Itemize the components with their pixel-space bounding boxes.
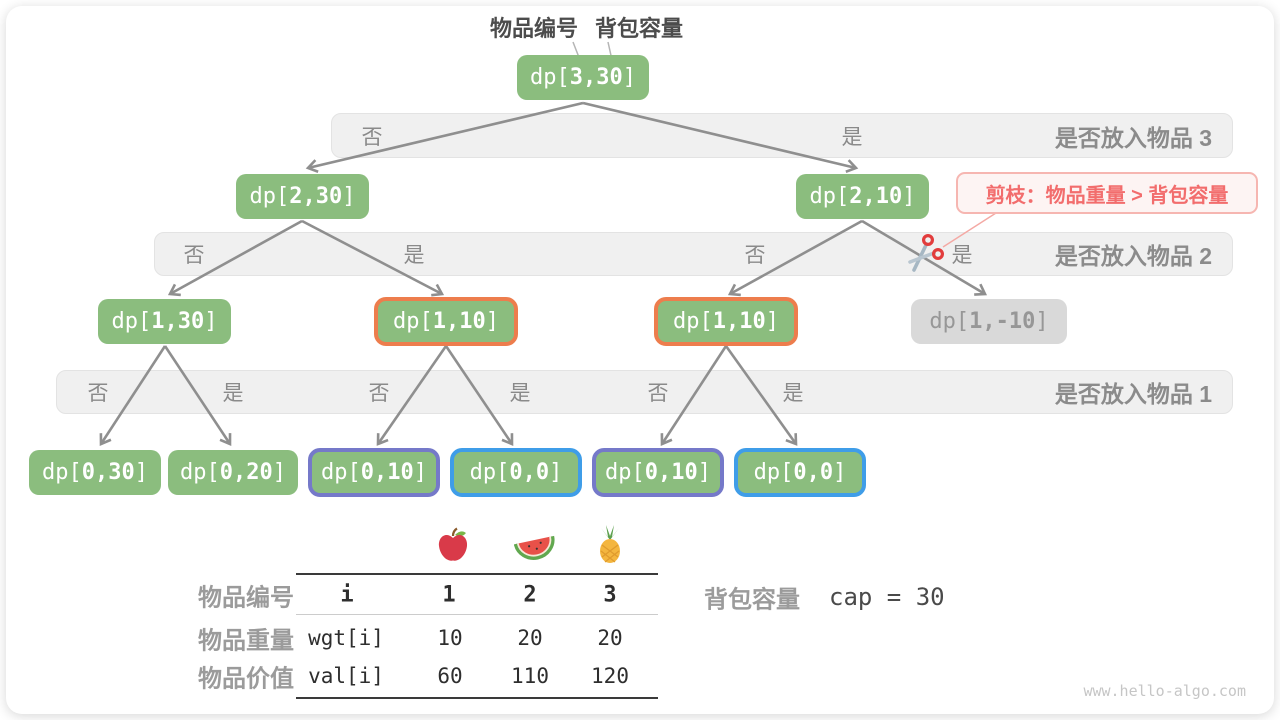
decision-band-item-2: 否 是 否 是 是否放入物品 2 [154,232,1233,276]
option-yes: 是 [841,125,863,149]
table-cell-wgt-name: wgt[i] [308,626,384,650]
table-rule-top [296,573,658,575]
option-no: 否 [368,382,390,405]
node-dp-1-30: dp[1,30] [98,299,231,344]
table-rule-mid [296,614,658,615]
watermark-url: www.hello-algo.com [1083,682,1246,700]
table-cell-val-3: 120 [591,664,629,688]
option-no: 否 [361,125,383,149]
table-cell-wgt-2: 20 [517,626,543,650]
diagram-card: 物品编号 背包容量 否 是 是否放入物品 3 否 是 否 是 是否放入物品 2 … [6,6,1274,714]
band-question: 是否放入物品 1 [1054,381,1212,407]
option-yes: 是 [222,382,244,405]
node-dp-2-10: dp[2,10] [796,174,929,219]
option-no: 否 [744,244,766,267]
node-dp-0-0-right: dp[0,0] [734,448,866,497]
table-row-label-value: 物品价值 [198,665,294,693]
capacity-pointer-label: 背包容量 [594,16,684,41]
option-no: 否 [87,382,109,405]
band-question: 是否放入物品 2 [1054,243,1212,269]
band-question: 是否放入物品 3 [1054,124,1212,151]
node-dp-0-10-right: dp[0,10] [592,448,724,497]
node-dp-0-30: dp[0,30] [29,450,161,495]
table-cell-wgt-1: 10 [437,626,463,650]
pineapple-icon [600,525,620,563]
node-dp-2-30: dp[2,30] [236,174,369,219]
node-dp-1-10-left: dp[1,10] [374,297,518,346]
decision-band-item-3: 否 是 是否放入物品 3 [331,113,1233,158]
item-number-pointer-label: 物品编号 [489,16,579,41]
table-row-label-weight: 物品重量 [198,627,294,655]
option-no: 否 [647,382,669,405]
capacity-value: cap = 30 [829,583,945,611]
option-yes: 是 [782,382,804,405]
table-rule-bottom [296,697,658,699]
capacity-label: 背包容量 [704,586,800,614]
table-header-2: 2 [523,582,537,608]
table-header-3: 3 [603,582,617,608]
option-yes: 是 [951,244,973,267]
table-header-1: 1 [442,582,456,608]
node-dp-0-0-left: dp[0,0] [450,448,582,497]
table-cell-val-name: val[i] [308,664,384,688]
node-dp-3-30: dp[3,30] [517,55,649,100]
option-no: 否 [183,244,205,267]
option-yes: 是 [403,244,425,267]
pruning-note: 剪枝：物品重量 > 背包容量 [956,172,1258,214]
watermelon-icon [514,535,555,560]
table-row-label-item-no: 物品编号 [198,584,294,612]
option-yes: 是 [509,382,531,405]
decision-band-item-1: 否 是 否 是 否 是 是否放入物品 1 [56,370,1233,414]
scissors-icon [908,233,945,272]
table-cell-wgt-3: 20 [597,626,623,650]
node-dp-1-10-right: dp[1,10] [654,297,798,346]
node-dp-1-neg10-pruned: dp[1,-10] [911,299,1067,344]
table-header-i: i [340,582,354,608]
node-dp-0-10-left: dp[0,10] [308,448,440,497]
table-cell-val-1: 60 [437,664,463,688]
apple-icon [438,527,468,561]
node-dp-0-20: dp[0,20] [168,450,298,495]
table-cell-val-2: 110 [511,664,549,688]
